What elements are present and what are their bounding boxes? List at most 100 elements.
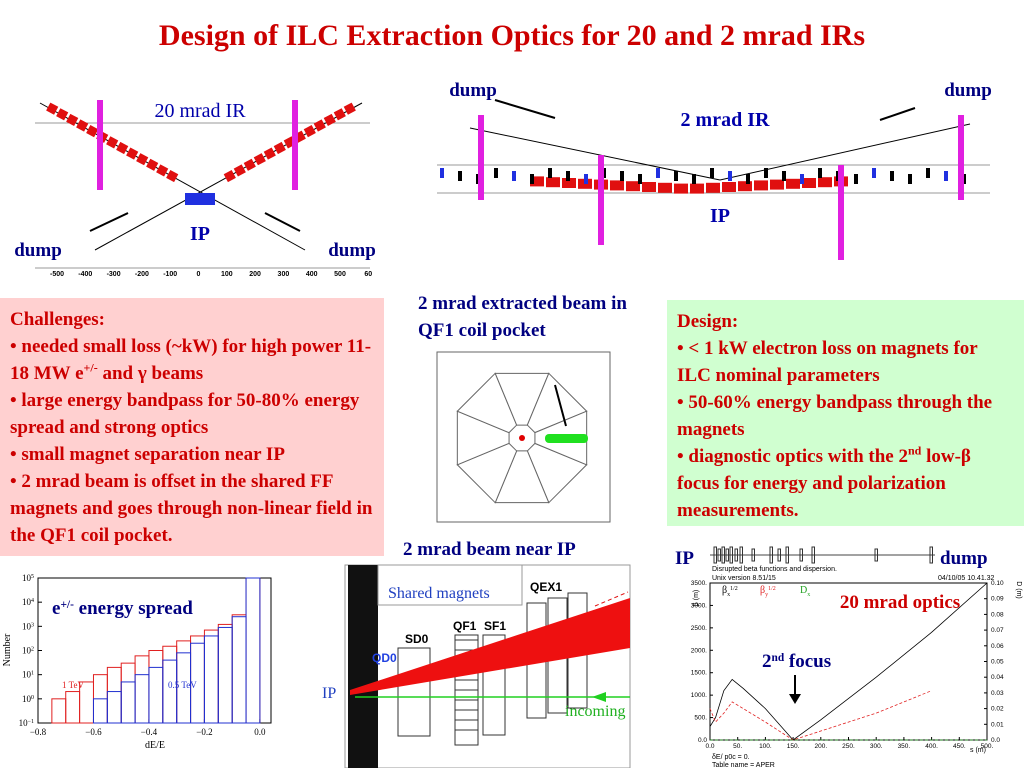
tick-exp: 0 [31,695,34,701]
plot-note: δE/ p0c = 0. [712,754,750,761]
histogram-bin [217,623,233,724]
x-tick-label: −0.2 [196,727,212,737]
beam-line [469,127,721,181]
magnet [770,179,784,190]
text-segment: • needed small loss (~kW) for high power… [10,336,372,384]
y-tick-label: 500. [694,715,707,722]
histogram-bin [65,691,81,724]
tick-exp: 1 [31,671,34,677]
y2-tick-label: 0.10 [991,580,1004,587]
histogram-bin [231,614,247,724]
magnet [136,153,149,166]
dump-label: dump [944,80,992,101]
text-segment: • diagnostic optics with the 2 [677,446,908,467]
histogram-bin [148,666,164,724]
magnet [690,183,704,194]
y-tick-label: 105 [22,573,34,583]
strip-magnet [874,548,878,562]
magnet [530,176,544,187]
bend-magnet [838,165,844,260]
design-box: Design: • < 1 kW electron loss on magnet… [667,300,1024,526]
x-axis-label: dE/E [145,740,165,751]
bend-magnet [97,100,103,190]
magnet [56,108,69,121]
incoming-label: incoming [565,703,625,720]
strip-magnet [721,546,725,564]
magnet [185,193,215,205]
ip-label: IP [190,223,210,245]
x-tick-label: 350. [898,743,911,750]
histogram-bin [162,659,178,724]
magnet [610,180,624,191]
shared-box [377,564,523,606]
magnet [674,183,688,194]
magnet [323,113,336,126]
arrow [592,692,606,702]
text-segment: focus [784,651,831,672]
x-tick-label: −0.6 [85,727,102,737]
magnet [854,174,858,184]
strip-magnet [811,546,815,564]
magnet [313,119,326,132]
dump-label: dump [328,240,376,261]
x-tick-label: −0.4 [141,727,158,737]
y-tick-label: 1500. [691,670,707,677]
extracted-beam [545,434,588,443]
strip-magnet [717,548,721,562]
magnet [620,171,624,181]
histogram-bin [245,577,261,724]
y-axis-label: β (m) [693,590,700,606]
bend-magnet [958,115,964,200]
text-segment: • 2 mrad beam is offset in the shared FF… [10,471,373,546]
plot-title: Disrupted beta functions and dispersion. [712,566,837,573]
y-tick-label: 102 [22,646,34,656]
magnet [126,147,139,160]
magnet [584,174,588,184]
bullet: • 50-60% energy bandpass through the mag… [677,389,1014,443]
text-segment: • large energy bandpass for 50-80% energ… [10,390,360,438]
magnet [233,164,246,177]
y-tick-label: 2000. [691,647,707,654]
y2-tick-label: 0.04 [991,674,1004,681]
legend-name: β [722,585,727,596]
strip-magnet [777,548,781,562]
magnet-label: SD0 [405,632,429,646]
magnet [548,168,552,178]
histogram-bin [134,655,150,724]
histogram-bin [120,662,136,724]
bullet: • 2 mrad beam is offset in the shared FF… [10,468,374,549]
strip-magnet [769,546,773,564]
strip-magnet [785,546,789,564]
arrow [554,384,567,427]
tick-exp: 5 [31,574,34,580]
magnet [546,177,560,188]
magnet [926,168,930,178]
y2-tick-label: 0.07 [991,627,1004,634]
magnet [512,171,516,181]
strip-magnet [713,546,717,564]
histogram-bin [51,698,67,724]
strip-magnet [725,548,729,562]
magnet [223,169,236,183]
tick-base: 10 [22,694,32,704]
magnet [566,171,570,181]
y-tick-label: 104 [22,597,34,607]
magnet [46,102,59,115]
axis-tick-label: 300 [278,271,290,278]
arrow [264,212,301,232]
text-segment: 2 [762,651,772,672]
x-tick-label: 0.0 [705,743,714,750]
y2-tick-label: 0.0 [991,737,1000,744]
strip-magnet [929,546,933,564]
legend-sub: x [807,592,810,598]
axis-tick-label: 100 [221,271,233,278]
magnet-label: QF1 [453,619,477,633]
magnet [146,158,159,171]
legend-sup: 1/2 [768,586,776,592]
axis-tick-label: 500 [334,271,346,278]
magnet [116,141,129,155]
y2-tick-label: 0.03 [991,690,1004,697]
legend-entry: Dx [800,585,810,598]
histogram-bin [203,629,219,724]
